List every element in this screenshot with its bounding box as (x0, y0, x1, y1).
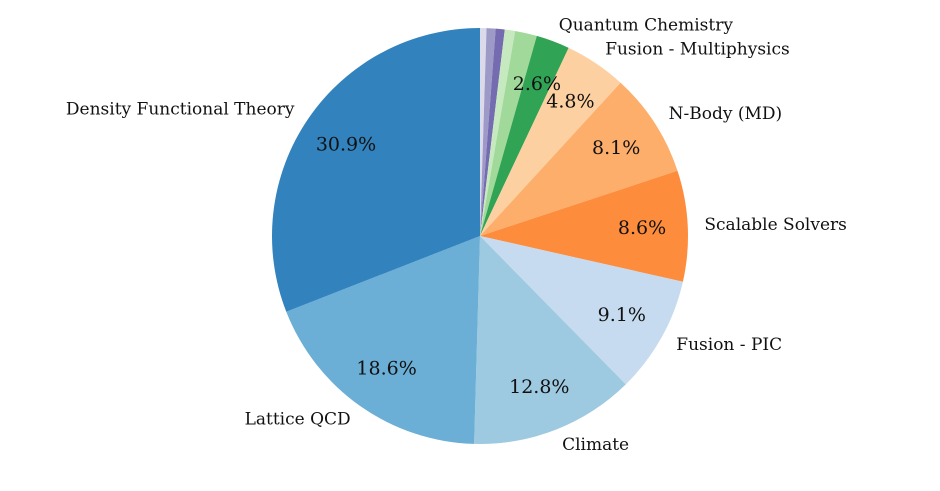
pct-label-fusion-pic: 9.1% (598, 304, 646, 326)
category-label-lattice-qcd: Lattice QCD (245, 410, 351, 430)
category-labels: Quantum Chemistry Fusion - Multiphysics N-… (66, 16, 847, 456)
pct-label-scalable-solvers: 8.6% (618, 217, 666, 239)
category-label-fusion-multiphysics: Fusion - Multiphysics (605, 40, 790, 60)
pie-slice-lattice-qcd (286, 236, 480, 444)
pie-slice-fusion-multiphysics (480, 47, 621, 236)
pie-slice-scalable-solvers (480, 170, 688, 282)
category-label-climate: Climate (562, 435, 629, 455)
category-label-quantum-chemistry: Quantum Chemistry (559, 16, 734, 36)
pct-label-lattice-qcd: 18.6% (356, 358, 416, 380)
category-label-density-functional-theory: Density Functional Theory (66, 99, 295, 119)
pie-slice-climate (474, 236, 626, 445)
category-label-fusion-pic: Fusion - PIC (676, 335, 782, 355)
pie-slice-minor-5 (480, 30, 537, 236)
pct-label-quantum-chemistry: 2.6% (513, 73, 561, 95)
pct-label-climate: 12.8% (509, 376, 569, 398)
pie-slice-fusion-pic (480, 236, 683, 385)
pct-label-n-body-md: 8.1% (592, 137, 640, 159)
category-label-scalable-solvers: Scalable Solvers (704, 215, 847, 235)
pie-slices (272, 27, 688, 445)
pie-slice-minor-2 (480, 28, 496, 236)
pct-label-density-functional-theory: 30.9% (316, 134, 376, 156)
pie-slice-density-functional-theory (272, 28, 480, 312)
category-label-n-body-md: N-Body (MD) (669, 104, 783, 124)
pie-slice-minor-1 (480, 27, 487, 236)
pct-label-fusion-multiphysics: 4.8% (546, 90, 594, 112)
pie-slice-n-body-md (480, 82, 678, 236)
percentage-labels: 2.6%4.8% 8.1% 8.6% 9.1% 12.8% 18.6% 30.9% (316, 73, 666, 398)
pie-slice-quantum-chemistry (480, 35, 569, 236)
pie-slice-minor-4 (480, 29, 516, 237)
pie-slice-minor-3 (480, 28, 505, 237)
